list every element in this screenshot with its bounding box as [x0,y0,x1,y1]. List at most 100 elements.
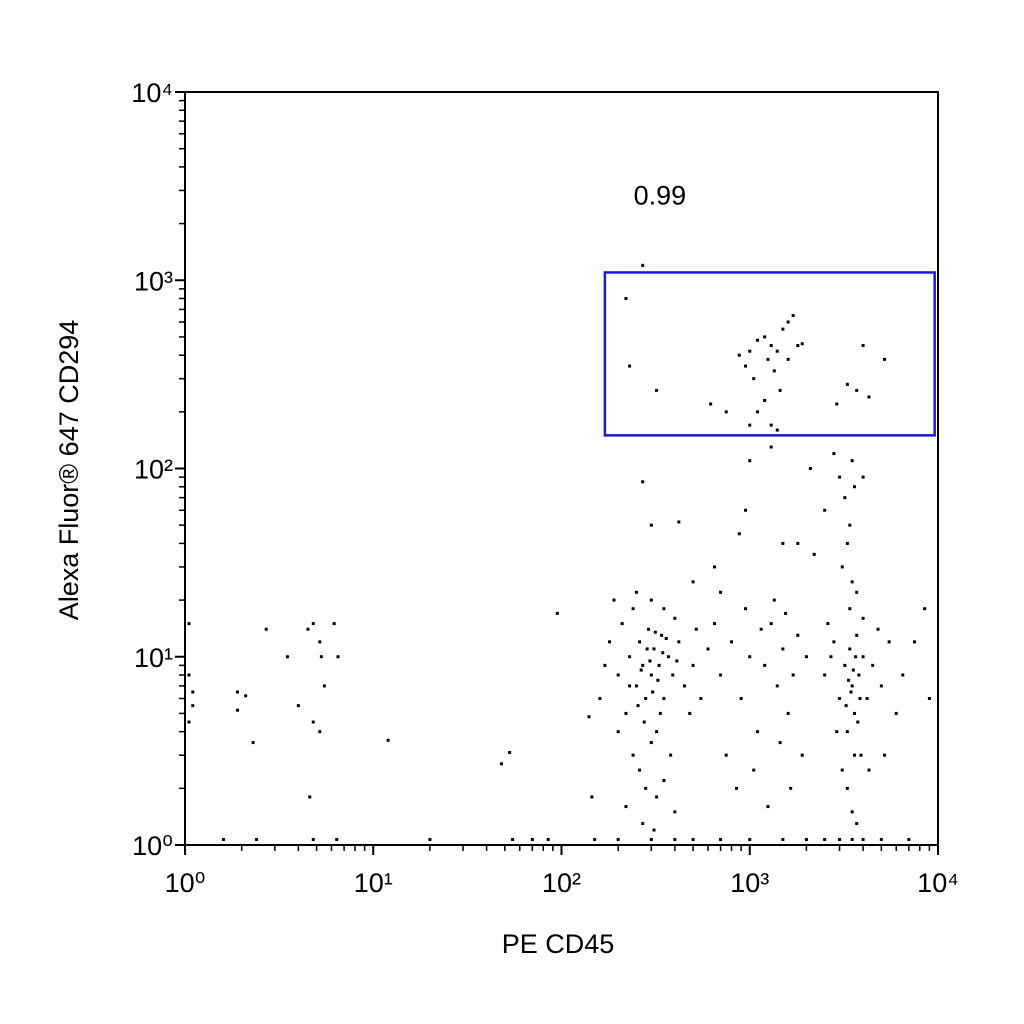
dot [641,480,645,484]
dot [612,598,616,602]
dot [311,837,315,841]
dot [682,684,686,688]
dot [709,402,713,406]
dot [845,541,849,545]
dot [775,349,779,353]
dot [835,402,839,406]
dot [730,640,734,644]
dot [786,711,790,715]
dot [838,837,842,841]
dot [744,364,748,368]
dot [748,655,752,659]
dot [662,607,666,611]
dot [688,711,692,715]
dot [894,711,898,715]
dot [850,837,854,841]
dot [927,697,931,701]
dot [624,711,628,715]
dot [235,690,239,694]
dot [832,640,836,644]
dot [804,655,808,659]
dot [661,651,665,655]
dot [624,296,628,300]
dot [620,622,624,626]
dot [851,668,855,672]
dot [744,508,748,512]
dot [796,633,800,637]
dot [857,673,861,677]
dot [319,655,323,659]
dot [706,647,710,651]
dot [598,697,602,701]
dot [852,485,856,489]
dot [651,690,655,694]
x-axis-label: PE CD45 [502,929,615,959]
dot [655,795,659,799]
dot [638,640,642,644]
dot [859,753,863,757]
dot [641,663,645,667]
dot [850,684,854,688]
dot [737,353,741,357]
dot [763,335,767,339]
dot [187,673,191,677]
dot [719,837,723,841]
dot [508,751,512,755]
dot [649,837,653,841]
dot [766,805,770,809]
dot [235,708,239,712]
dot [608,640,612,644]
dot [829,655,833,659]
dot [652,647,656,651]
dot [823,673,827,677]
y-tick-label: 10¹ [134,643,173,673]
dot [639,668,643,672]
dot [428,837,432,841]
dot [191,704,195,708]
dot [850,459,854,463]
dot [737,532,741,536]
dot [879,684,883,688]
dot [769,622,773,626]
dot [675,659,679,663]
dot [658,711,662,715]
dot [843,663,847,667]
dot [616,673,620,677]
y-tick-label: 10⁴ [131,78,173,108]
dot [306,627,310,631]
dot [858,697,862,701]
dot [852,711,856,715]
dot [867,768,871,772]
dot [748,459,752,463]
dot [386,738,390,742]
dot [778,741,782,745]
dot [901,673,905,677]
dot [772,598,776,602]
dot [784,611,788,615]
dot [713,565,717,569]
dot [748,349,752,353]
dot [634,590,638,594]
dot [734,786,738,790]
dot [634,684,638,688]
dot [616,730,620,734]
dot [855,388,859,392]
dot [647,627,651,631]
dot [311,622,315,626]
dot [775,428,779,432]
dot [867,395,871,399]
dot [251,741,255,745]
dot [677,640,681,644]
dot [769,445,773,449]
dot [781,837,785,841]
dot [835,730,839,734]
dot [838,475,842,479]
dot [694,627,698,631]
dot [593,837,597,841]
dot [852,753,856,757]
dot [555,611,559,615]
dot [655,730,659,734]
dot [322,684,326,688]
dot [691,837,695,841]
